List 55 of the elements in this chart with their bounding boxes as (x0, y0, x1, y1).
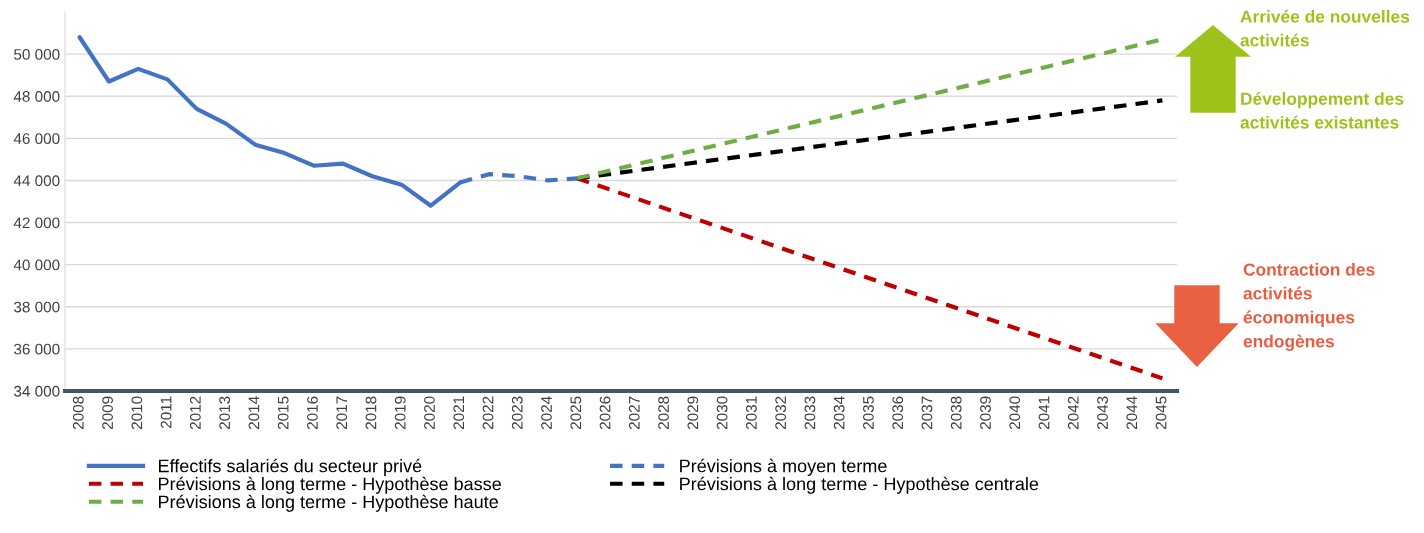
x-tick-label: 2028 (658, 396, 669, 430)
x-tick-label: 2014 (248, 396, 260, 430)
x-tick-label: 2030 (716, 396, 728, 430)
legend-label: Prévisions à long terme - Hypothèse haute (158, 494, 498, 512)
y-tick-label: 50 000 (14, 48, 60, 60)
x-tick-label: 2019 (394, 396, 406, 430)
x-tick-label: 2023 (511, 396, 523, 430)
x-tick-label: 2036 (892, 396, 904, 430)
y-tick-label: 42 000 (13, 217, 60, 229)
legend-label: Prévisions à long terme - Hypothèse centrale (680, 476, 1039, 494)
x-tick-label: 2027 (628, 396, 640, 430)
y-tick-label: 46 000 (13, 133, 60, 145)
x-tick-label: 2016 (307, 396, 318, 430)
x-tick-label: 2031 (745, 396, 757, 430)
x-tick-label: 2013 (219, 396, 231, 430)
legend-label: Effectifs salariés du secteur privé (158, 458, 422, 476)
x-tick-label: 2044 (1126, 396, 1138, 430)
y-tick-label: 38 000 (14, 301, 60, 313)
x-tick-label: 2020 (424, 396, 435, 430)
text: Arrivée de nouvelles activités (1240, 9, 1410, 47)
x-tick-label: 2029 (687, 396, 699, 430)
x-tick-label: 2008 (72, 396, 84, 430)
x-tick-label: 2018 (365, 396, 377, 430)
text: Contraction des activités économiques endogènes (1243, 263, 1375, 351)
x-tick-label: 2034 (833, 396, 845, 430)
x-tick-label: 2026 (599, 396, 611, 430)
x-tick-label: 2042 (1067, 396, 1079, 430)
x-tick-label: 2025 (570, 396, 582, 430)
y-tick-label: 40 000 (13, 259, 60, 271)
x-tick-label: 2022 (482, 396, 494, 430)
x-tick-label: 2041 (1038, 396, 1050, 430)
y-tick-label: 34 000 (14, 385, 60, 397)
legend-label: Prévisions à moyen terme (680, 458, 887, 476)
x-tick-label: 2012 (189, 396, 201, 430)
x-tick-label: 2011 (160, 396, 172, 428)
x-tick-label: 2021 (453, 396, 465, 430)
x-tick-label: 2009 (102, 396, 113, 430)
x-tick-label: 2039 (980, 396, 991, 430)
y-tick-label: 44 000 (13, 175, 60, 187)
x-tick-label: 2033 (804, 396, 816, 430)
y-tick-label: 36 000 (14, 343, 60, 355)
y-tick-label: 48 000 (13, 91, 60, 102)
x-tick-label: 2010 (131, 396, 143, 430)
x-tick-label: 2015 (277, 396, 289, 430)
legend-label: Prévisions à long terme - Hypothèse basse (158, 476, 501, 494)
x-tick-label: 2024 (541, 396, 552, 430)
x-tick-label: 2035 (863, 396, 874, 430)
text: Développement des activités existantes (1240, 92, 1404, 129)
x-tick-label: 2038 (950, 396, 962, 430)
x-tick-label: 2045 (1155, 396, 1167, 430)
x-tick-label: 2017 (336, 396, 348, 430)
x-tick-label: 2043 (1097, 396, 1108, 430)
x-tick-label: 2037 (921, 396, 933, 430)
x-tick-label: 2032 (775, 396, 787, 430)
x-tick-label: 2040 (1009, 396, 1021, 430)
